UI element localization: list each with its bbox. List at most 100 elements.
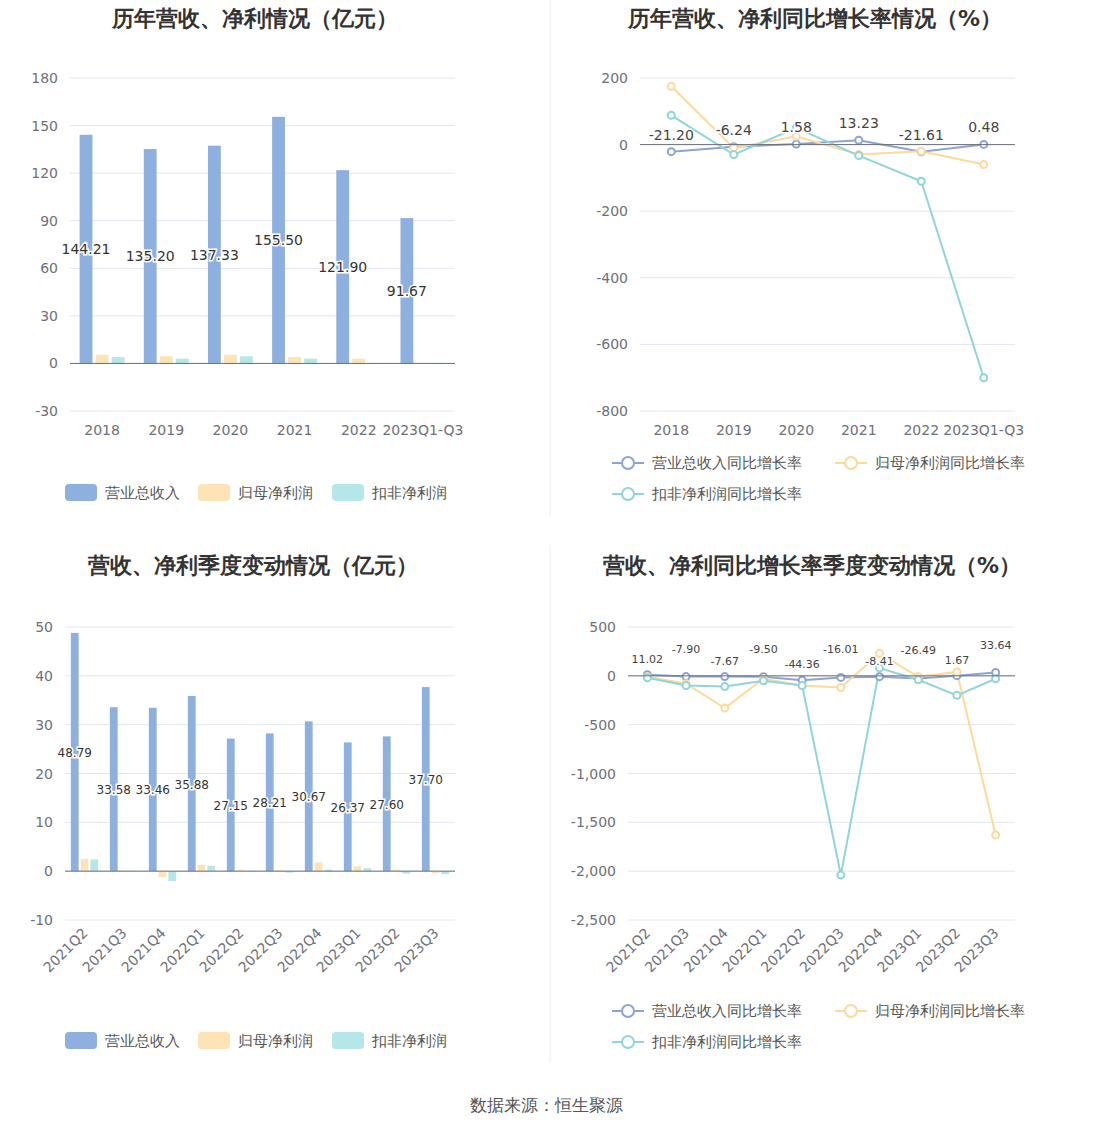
grid-line: [628, 675, 1015, 676]
legend-label: 营业总收入同比增长率: [652, 454, 802, 472]
marker: [953, 692, 960, 699]
source: 数据来源：恒生聚源: [470, 1095, 623, 1115]
grid-line: [628, 627, 1015, 628]
grid-line: [640, 277, 1015, 278]
plot-area: [71, 633, 449, 881]
data-label: -21.20: [649, 127, 694, 143]
marker: [668, 83, 675, 90]
grid-line: [70, 411, 455, 412]
legend-label: 归母净利润同比增长率: [875, 454, 1025, 472]
bar: [304, 359, 317, 364]
y-tick-label: 0: [607, 668, 616, 684]
grid-line: [628, 724, 1015, 725]
data-label: 144.21: [62, 241, 111, 257]
marker: [799, 682, 806, 689]
x-tick-label: 2021: [277, 422, 313, 438]
marker: [876, 673, 883, 680]
y-tick-label: 30: [35, 717, 53, 733]
bar: [288, 357, 301, 363]
legend-swatch: [845, 457, 857, 469]
legend-label: 扣非净利润: [371, 1032, 447, 1050]
marker: [980, 161, 987, 168]
data-label: 135.20: [126, 248, 175, 264]
chart: 营收、净利季度变动情况（亿元）-10010203040502021Q22021Q…: [30, 553, 455, 1050]
grid-line: [65, 675, 455, 676]
grid-line: [70, 125, 455, 126]
background: [0, 0, 1093, 1132]
y-tick-label: -2,500: [571, 912, 616, 928]
chart: 历年营收、净利情况（亿元）-30030609012015018020182019…: [31, 6, 463, 502]
grid-line: [628, 773, 1015, 774]
grid-line: [65, 822, 455, 823]
legend-label: 营业总收入: [105, 1032, 180, 1050]
grid-line: [65, 871, 455, 872]
bar: [96, 355, 109, 364]
grid-line: [640, 78, 1015, 79]
chart: 历年营收、净利同比增长率情况（%）-800-600-400-2000200201…: [596, 6, 1025, 503]
legend-swatch: [65, 1032, 97, 1049]
grid-line: [70, 78, 455, 79]
marker: [980, 374, 987, 381]
grid-line: [628, 920, 1015, 921]
data-label: 28.21: [253, 796, 287, 810]
legend-swatch: [622, 457, 634, 469]
data-labels: -21.20-6.241.5813.23-21.610.48: [649, 115, 1000, 143]
y-tick-label: 150: [31, 118, 58, 134]
data-label: 48.79: [58, 746, 92, 760]
bar: [168, 871, 176, 881]
bar: [354, 866, 362, 871]
plot-area: [80, 117, 446, 364]
data-label: 33.58: [97, 783, 131, 797]
y-tick-label: -500: [584, 717, 616, 733]
bar: [90, 859, 98, 871]
grid-line: [70, 268, 455, 269]
grid-line: [65, 773, 455, 774]
x-tick-label: 2018: [84, 422, 120, 438]
y-tick-label: 50: [35, 619, 53, 635]
grid-line: [640, 211, 1015, 212]
legend-swatch: [845, 1005, 857, 1017]
marker: [918, 148, 925, 155]
bar: [240, 356, 253, 363]
x-tick-label: 2019: [148, 422, 184, 438]
grid-line: [640, 411, 1015, 412]
legend-swatch: [198, 1032, 230, 1049]
data-label: 155.50: [254, 232, 303, 248]
marker: [837, 684, 844, 691]
y-tick-label: -2,000: [571, 863, 616, 879]
legend-swatch: [622, 1005, 634, 1017]
data-label: 27.60: [370, 798, 404, 812]
grid-line: [65, 724, 455, 725]
data-label: 35.88: [175, 778, 209, 792]
marker: [793, 141, 800, 148]
x-tick-label: 2020: [213, 422, 249, 438]
title: 历年营收、净利同比增长率情况（%）: [627, 6, 1002, 31]
marker: [760, 677, 767, 684]
data-label: -9.50: [749, 643, 777, 656]
marker: [683, 682, 690, 689]
legend-label: 扣非净利润同比增长率: [651, 485, 802, 503]
data-label: 137.33: [190, 247, 239, 263]
marker: [644, 673, 651, 680]
data-labels: 48.7933.5833.4635.8827.1528.2130.6726.37…: [58, 746, 443, 815]
y-tick-label: 500: [589, 619, 616, 635]
y-tick-label: 0: [49, 355, 58, 371]
x-tick-label: 2023Q3: [391, 925, 442, 976]
y-tick-label: 180: [31, 70, 58, 86]
legend-swatch: [198, 484, 230, 501]
title: 营收、净利季度变动情况（亿元）: [87, 553, 418, 578]
data-label: 11.02: [632, 653, 664, 666]
x-tick-label: 2023Q1-Q3: [382, 422, 463, 438]
legend-swatch: [332, 484, 364, 501]
x-tick-label: 2022: [341, 422, 377, 438]
data-labels: 11.02-7.90-7.67-9.50-44.36-16.01-8.41-26…: [632, 639, 1012, 672]
y-tick-label: -10: [30, 912, 53, 928]
line: [647, 668, 995, 875]
y-tick-label: 120: [31, 165, 58, 181]
data-labels: 144.21135.20137.33155.50121.9091.67: [62, 232, 427, 299]
marker: [855, 152, 862, 159]
data-label: 121.90: [318, 259, 367, 275]
y-tick-label: 90: [40, 213, 58, 229]
legend-label: 营业总收入同比增长率: [652, 1002, 802, 1020]
x-tick-label: 2021: [841, 422, 877, 438]
